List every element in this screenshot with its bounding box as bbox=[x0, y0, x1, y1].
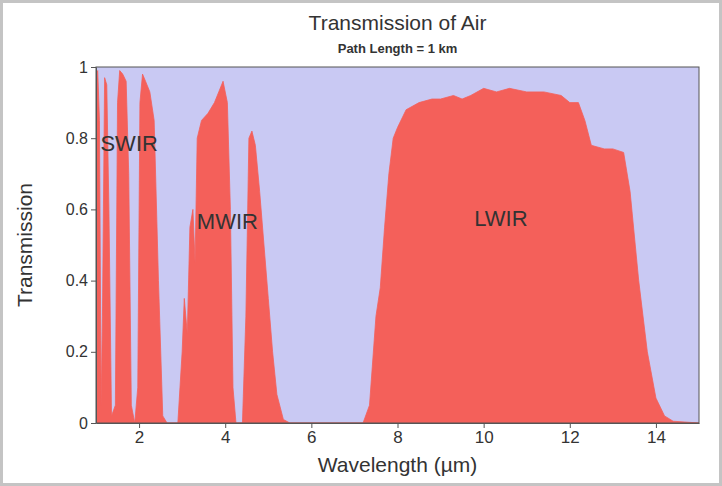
y-tick-label: 0.2 bbox=[66, 343, 88, 360]
x-tick-label: 14 bbox=[647, 428, 666, 447]
outer-frame bbox=[2, 2, 721, 485]
x-tick-label: 8 bbox=[393, 428, 402, 447]
y-axis-title: Transmission bbox=[13, 183, 36, 307]
y-tick-label: 1 bbox=[79, 59, 88, 76]
y-tick-label: 0 bbox=[79, 415, 88, 432]
y-tick-label: 0.8 bbox=[66, 130, 88, 147]
y-axis: 0 0.2 0.4 0.6 0.8 1 bbox=[66, 59, 97, 432]
x-axis: 2 4 6 8 10 12 14 bbox=[97, 423, 700, 447]
x-tick: 2 bbox=[135, 423, 144, 447]
x-tick: 6 bbox=[307, 423, 316, 447]
x-tick-label: 10 bbox=[475, 428, 494, 447]
y-tick-label: 0.4 bbox=[66, 272, 88, 289]
subtitle: Path Length = 1 km bbox=[338, 41, 458, 56]
y-tick-mark bbox=[91, 281, 96, 282]
chart: 2 4 6 8 10 12 14 0 0.2 0.4 0.6 0.8 1 SWIR MWIR LWIR Tran… bbox=[0, 0, 722, 486]
x-tick: 12 bbox=[561, 423, 580, 447]
y-tick-mark bbox=[91, 209, 96, 210]
y-tick: 0.8 bbox=[66, 130, 96, 147]
y-axis-line bbox=[96, 68, 97, 424]
y-tick: 1 bbox=[79, 59, 96, 76]
y-tick-mark bbox=[91, 423, 96, 424]
x-tick-label: 2 bbox=[135, 428, 144, 447]
x-axis-title: Wavelength (µm) bbox=[318, 453, 478, 476]
plot-frame bbox=[96, 67, 699, 423]
x-tick: 14 bbox=[647, 423, 666, 447]
y-tick: 0.2 bbox=[66, 343, 96, 360]
x-tick-label: 4 bbox=[221, 428, 230, 447]
annotation: SWIR bbox=[100, 131, 157, 156]
transmission-area bbox=[96, 71, 699, 423]
plot-background bbox=[96, 67, 699, 423]
y-tick-label: 0.6 bbox=[66, 201, 88, 218]
x-tick-label: 6 bbox=[307, 428, 316, 447]
annotation: MWIR bbox=[197, 209, 258, 234]
y-tick: 0.6 bbox=[66, 201, 96, 218]
y-tick: 0 bbox=[79, 415, 96, 432]
y-tick: 0.4 bbox=[66, 272, 96, 289]
y-tick-mark bbox=[91, 352, 96, 353]
plot-area bbox=[96, 71, 699, 423]
x-tick: 10 bbox=[475, 423, 494, 447]
x-tick: 4 bbox=[221, 423, 230, 447]
x-tick-label: 12 bbox=[561, 428, 580, 447]
y-tick-mark bbox=[91, 67, 96, 68]
y-tick-mark bbox=[91, 138, 96, 139]
title: Transmission of Air bbox=[309, 11, 487, 34]
annotation: LWIR bbox=[474, 206, 527, 231]
x-tick: 8 bbox=[393, 423, 402, 447]
